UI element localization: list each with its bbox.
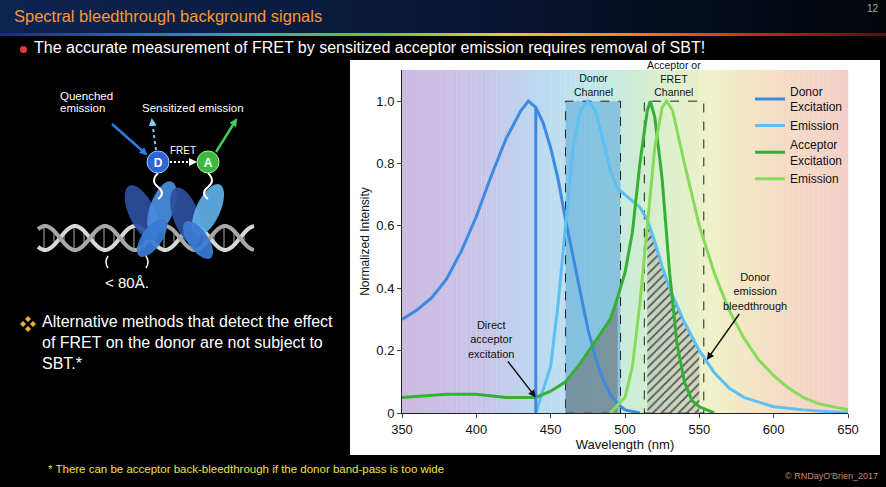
svg-text:0.8: 0.8 [376, 156, 394, 171]
svg-text:AcceptorExcitation: AcceptorExcitation [790, 138, 842, 168]
svg-text:1.0: 1.0 [376, 94, 394, 109]
svg-text:0.4: 0.4 [376, 281, 394, 296]
svg-text:Quenched: Quenched [60, 90, 113, 102]
svg-text:D: D [154, 156, 163, 170]
svg-text:Wavelength (nm): Wavelength (nm) [576, 437, 675, 452]
html-text:12: 12 [866, 3, 878, 14]
svg-text:Acceptor orFRETChannel: Acceptor orFRETChannel [647, 60, 701, 98]
svg-text:550: 550 [688, 422, 710, 437]
svg-text:500: 500 [614, 422, 636, 437]
svg-text:A: A [204, 156, 213, 170]
svg-text:Donoremissionbleedthrough: Donoremissionbleedthrough [723, 271, 787, 312]
svg-text:FRET: FRET [170, 145, 196, 156]
svg-text:350: 350 [391, 422, 413, 437]
html-text:© RNDayO'Brien_2017: © RNDayO'Brien_2017 [785, 471, 878, 481]
svg-text:Directacceptorexcitation: Directacceptorexcitation [468, 319, 514, 360]
svg-text:DonorChannel: DonorChannel [574, 72, 613, 98]
svg-text:Emission: Emission [790, 172, 839, 186]
html-text:Alternative methods that detec: Alternative methods that detect the effe… [42, 313, 333, 372]
svg-text:< 80Å.: < 80Å. [105, 274, 149, 291]
svg-text:0: 0 [387, 406, 394, 421]
html-text:The accurate measurement of FR: The accurate measurement of FRET by sens… [34, 39, 706, 56]
svg-text:400: 400 [465, 422, 487, 437]
svg-text:Emission: Emission [790, 119, 839, 133]
svg-text:DonorExcitation: DonorExcitation [790, 85, 842, 115]
svg-text:650: 650 [837, 422, 859, 437]
html-text:* There can be acceptor back-b: * There can be acceptor back-bleedthroug… [48, 463, 445, 475]
html-text:Spectral bleedthrough backgrou: Spectral bleedthrough background signals [14, 7, 323, 25]
svg-text:0.2: 0.2 [376, 343, 394, 358]
svg-text:Normalized Intensity: Normalized Intensity [358, 187, 372, 296]
svg-text:450: 450 [540, 422, 562, 437]
svg-text:600: 600 [763, 422, 785, 437]
svg-text:0.6: 0.6 [376, 218, 394, 233]
svg-text:Sensitized emission: Sensitized emission [142, 102, 244, 114]
svg-text:emission: emission [60, 102, 105, 114]
